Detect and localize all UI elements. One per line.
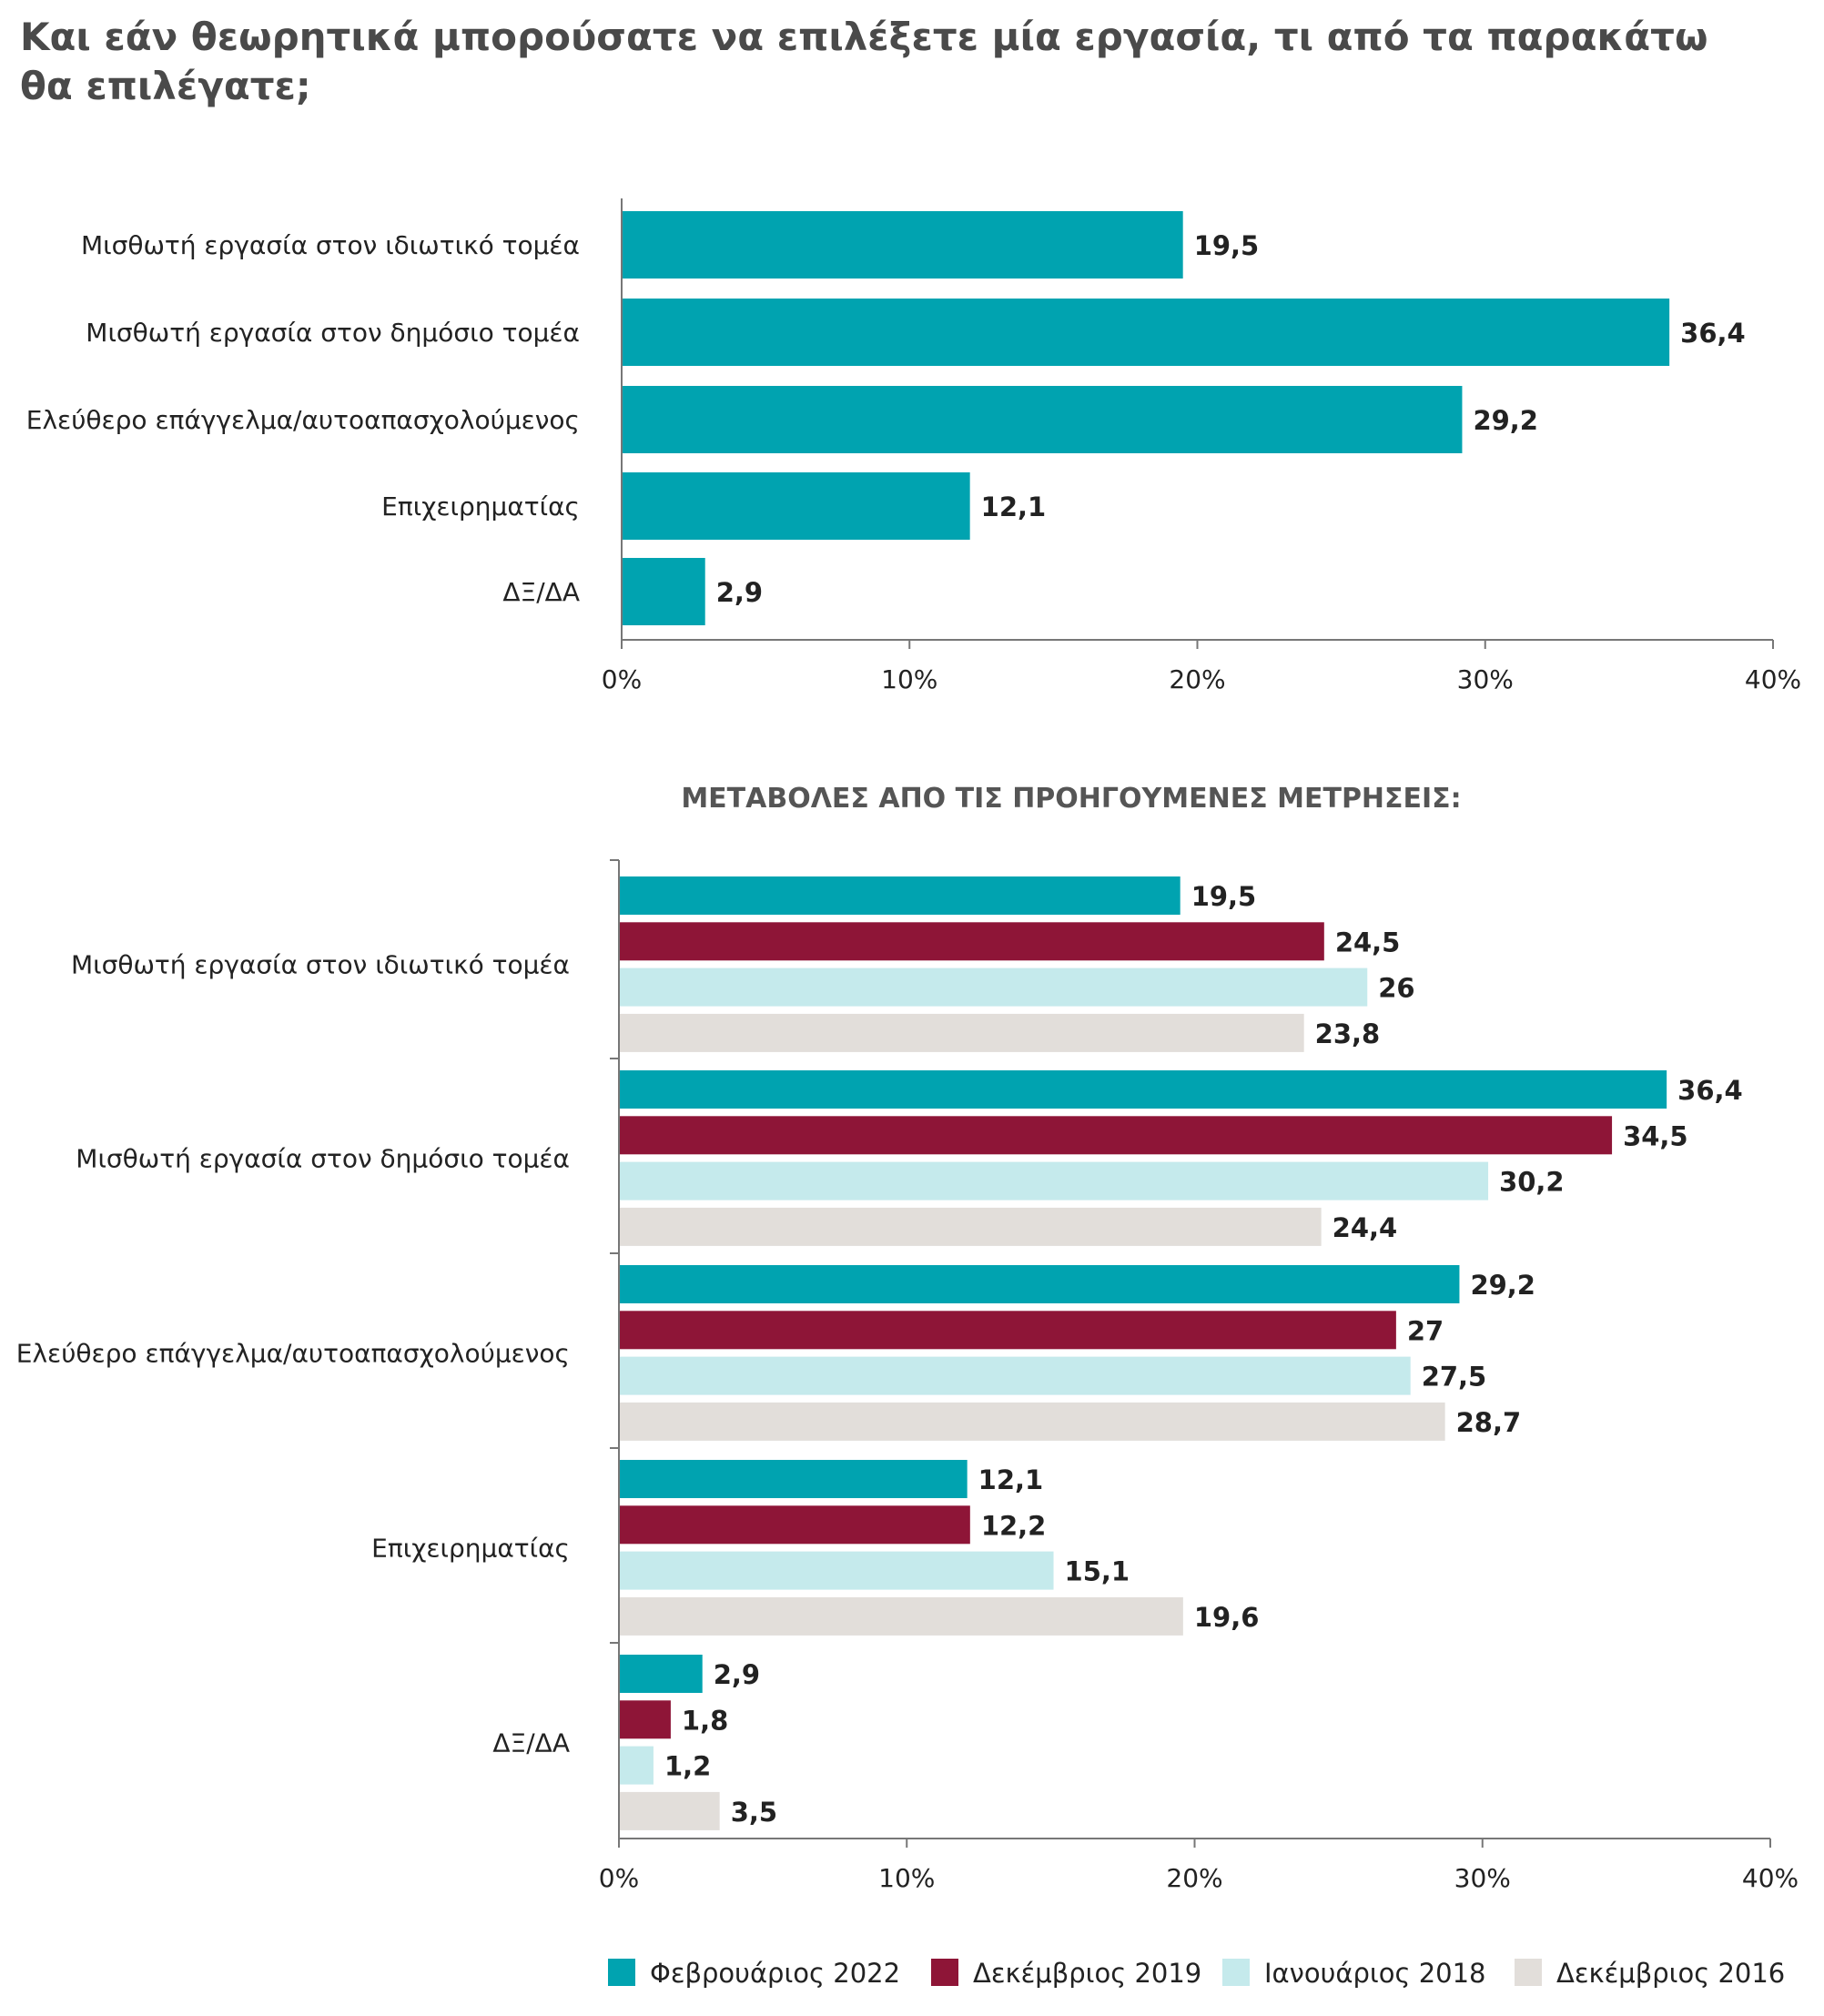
data-label: 12,1	[981, 491, 1047, 522]
category-label: Μισθωτή εργασία στον δημόσιο τομέα	[86, 318, 580, 348]
chart-subtitle: ΜΕΤΑΒΟΛΕΣ ΑΠΟ ΤΙΣ ΠΡΟΗΓΟΥΜΕΝΕΣ ΜΕΤΡΗΣΕΙΣ…	[681, 783, 1462, 815]
x-tick-label: 30%	[1454, 1863, 1511, 1893]
bar	[622, 211, 1183, 279]
data-label: 29,2	[1470, 1270, 1535, 1301]
data-label: 15,1	[1065, 1556, 1130, 1587]
bar	[619, 1505, 970, 1545]
data-label: 19,5	[1191, 881, 1257, 912]
category-label: Ελεύθερο επάγγελμα/αυτοαπασχολούμενος	[16, 1338, 570, 1368]
data-label: 24,4	[1333, 1212, 1398, 1243]
x-tick-label: 10%	[878, 1863, 935, 1893]
data-label: 19,6	[1194, 1602, 1260, 1633]
data-label: 19,5	[1194, 230, 1260, 261]
data-label: 24,5	[1335, 927, 1401, 957]
category-label: Επιχειρηματίας	[381, 491, 580, 522]
bar	[622, 299, 1670, 366]
category-label: ΔΞ/ΔΑ	[492, 1727, 570, 1758]
bar	[619, 1791, 720, 1830]
x-tick-label: 40%	[1745, 664, 1801, 694]
bar	[619, 876, 1181, 915]
x-tick-label: 0%	[602, 664, 642, 694]
x-tick-label: 20%	[1166, 1863, 1222, 1893]
data-label: 2,9	[714, 1659, 760, 1690]
data-label: 36,4	[1680, 318, 1746, 349]
data-label: 29,2	[1473, 405, 1538, 436]
bar	[619, 1013, 1304, 1052]
data-label: 1,8	[682, 1705, 728, 1736]
category-label: ΔΞ/ΔΑ	[502, 577, 580, 607]
data-label: 12,2	[981, 1510, 1047, 1541]
bar	[622, 386, 1463, 453]
bar	[619, 1356, 1411, 1395]
chart-title-line-2: θα επιλέγατε;	[20, 64, 311, 108]
bar	[619, 922, 1324, 961]
bar	[619, 1746, 654, 1785]
x-tick-label: 30%	[1457, 664, 1514, 694]
legend-label: Φεβρουάριος 2022	[650, 1958, 900, 1989]
bar	[619, 1161, 1489, 1200]
data-label: 12,1	[978, 1464, 1044, 1495]
data-label: 36,4	[1677, 1075, 1743, 1106]
category-label: Επιχειρηματίας	[371, 1533, 570, 1563]
data-label: 27,5	[1422, 1362, 1487, 1393]
data-label: 34,5	[1623, 1120, 1688, 1151]
data-label: 3,5	[731, 1797, 777, 1828]
data-label: 1,2	[664, 1751, 711, 1782]
bar	[619, 1460, 968, 1498]
category-label: Μισθωτή εργασία στον ιδιωτικό τομέα	[81, 230, 580, 260]
x-tick-label: 20%	[1169, 664, 1225, 694]
bar	[619, 1700, 671, 1739]
legend-swatch	[1222, 1959, 1250, 1986]
data-label: 27	[1407, 1315, 1444, 1346]
bar	[619, 1070, 1667, 1109]
bar	[619, 1655, 703, 1693]
data-label: 28,7	[1456, 1407, 1522, 1438]
bar	[619, 1116, 1613, 1155]
legend-swatch	[608, 1959, 635, 1986]
data-label: 30,2	[1499, 1167, 1565, 1198]
x-tick-label: 10%	[881, 664, 937, 694]
bar	[622, 558, 705, 625]
chart-current: 19,5 Μισθωτή εργασία στον ιδιωτικό τομέα 3…	[26, 198, 1801, 694]
bar	[619, 967, 1368, 1007]
chart-title: Και εάν θεωρητικά μπορούσατε να επιλέξετ…	[20, 13, 1749, 111]
bar	[619, 1265, 1460, 1303]
legend-swatch	[931, 1959, 958, 1986]
legend-swatch	[1515, 1959, 1542, 1986]
bar	[619, 1551, 1054, 1590]
chart-title-line-1: Και εάν θεωρητικά μπορούσατε να επιλέξετ…	[20, 15, 1708, 59]
bar	[619, 1596, 1183, 1636]
bar	[619, 1207, 1322, 1246]
data-label: 2,9	[716, 577, 763, 608]
legend-label: Δεκέμβριος 2019	[973, 1958, 1201, 1989]
data-label: 23,8	[1315, 1018, 1381, 1049]
category-label: Ελεύθερο επάγγελμα/αυτοαπασχολούμενος	[26, 405, 580, 435]
legend-label: Δεκέμβριος 2016	[1556, 1958, 1785, 1989]
category-label: Μισθωτή εργασία στον ιδιωτικό τομέα	[71, 949, 570, 979]
x-tick-label: 40%	[1742, 1863, 1799, 1893]
x-tick-label: 0%	[599, 1863, 639, 1893]
bar	[622, 472, 970, 540]
bar	[619, 1402, 1445, 1441]
data-label: 26	[1378, 973, 1414, 1004]
legend-label: Ιανουάριος 2018	[1264, 1958, 1486, 1989]
category-label: Μισθωτή εργασία στον δημόσιο τομέα	[76, 1143, 570, 1173]
bar	[619, 1311, 1396, 1350]
